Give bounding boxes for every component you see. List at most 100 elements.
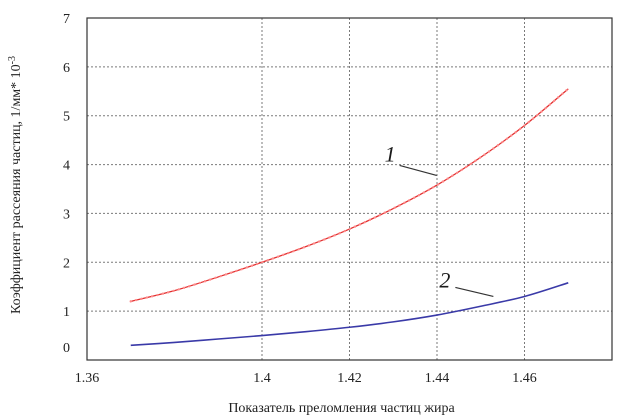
series-1-dot bbox=[318, 240, 321, 243]
series-1-dot bbox=[483, 153, 486, 156]
series-1-dot bbox=[353, 225, 357, 228]
annotation-1-label: 1 bbox=[385, 141, 396, 166]
series-1-dot bbox=[403, 201, 406, 205]
series-1-dot bbox=[172, 289, 175, 293]
series-1-dot bbox=[561, 92, 564, 95]
series-1-dot bbox=[302, 246, 306, 249]
series-1-dot bbox=[256, 262, 259, 266]
series-1-dot bbox=[333, 234, 336, 237]
series-1-dot bbox=[531, 117, 535, 120]
series-1-dot bbox=[536, 113, 539, 117]
series-1-dot bbox=[474, 159, 477, 163]
annotation-layer: 12 bbox=[385, 141, 494, 297]
series-1-dot bbox=[478, 156, 482, 160]
series-1-dot bbox=[432, 185, 435, 189]
series-1-dot bbox=[460, 168, 463, 172]
series-1-dot bbox=[240, 268, 243, 271]
series-1-dot bbox=[436, 183, 440, 186]
series-1-dot bbox=[348, 227, 352, 231]
series-1-dot bbox=[393, 206, 396, 210]
y-tick-label: 5 bbox=[63, 110, 70, 125]
series-1-dot bbox=[203, 280, 207, 283]
series-1-dot bbox=[422, 191, 426, 194]
series-1-dot bbox=[548, 103, 552, 106]
x-axis-title: Показатель преломления частиц жира bbox=[228, 401, 455, 416]
series-1-dot bbox=[469, 162, 472, 166]
series-1-dot bbox=[441, 180, 445, 183]
series-1-dot bbox=[487, 150, 491, 153]
series-1-dot bbox=[496, 144, 500, 147]
series-1-dot bbox=[451, 174, 454, 178]
y-axis-title-main: Коэффициент рассеяния частиц, 1/мм* 10 bbox=[9, 64, 24, 314]
plot-border bbox=[86, 17, 613, 361]
series-1-dot bbox=[544, 106, 547, 110]
x-tick-label: 1.4 bbox=[253, 371, 271, 386]
y-axis-title-superscript: -3 bbox=[7, 56, 18, 64]
series-1-dot bbox=[388, 209, 391, 212]
y-tick-label: 7 bbox=[63, 12, 70, 27]
series-1-dot bbox=[328, 236, 331, 239]
series-1-dot bbox=[557, 96, 560, 99]
series-1-dot bbox=[527, 120, 530, 124]
series-1-dot bbox=[343, 229, 346, 233]
y-tick-label: 6 bbox=[63, 61, 70, 76]
series-1-dot bbox=[518, 127, 522, 131]
series-1-dot bbox=[505, 137, 509, 141]
series-1-dot bbox=[514, 131, 517, 134]
series-1-dot bbox=[323, 238, 326, 241]
series-1-dot bbox=[161, 292, 165, 295]
series-1-dot bbox=[312, 242, 316, 245]
y-tick-labels: 0 1 2 3 4 5 6 7 bbox=[63, 12, 70, 356]
series-1-dot bbox=[408, 199, 411, 202]
series-1-dot bbox=[140, 297, 143, 301]
series-1-dot bbox=[150, 295, 154, 298]
series-1-dot bbox=[455, 171, 459, 175]
series-1-dot bbox=[261, 260, 264, 264]
series-1-dot bbox=[417, 193, 421, 197]
series-1-dot bbox=[182, 286, 186, 290]
series-1-dot bbox=[358, 223, 362, 226]
series-1-dot bbox=[383, 211, 386, 214]
series-1-dot bbox=[276, 255, 280, 258]
plot-frame bbox=[86, 17, 613, 361]
x-tick-label: 1.36 bbox=[75, 371, 100, 386]
x-tick-label: 1.46 bbox=[512, 371, 537, 386]
series-1-dot bbox=[363, 220, 367, 224]
series-1-dot bbox=[214, 276, 217, 280]
annotation-1-leader bbox=[399, 164, 437, 176]
series-1-dot bbox=[235, 269, 238, 273]
series-1-dot bbox=[565, 89, 568, 92]
annotation-2-label: 2 bbox=[439, 267, 450, 292]
x-tick-label: 1.44 bbox=[425, 371, 450, 386]
y-tick-label: 1 bbox=[63, 305, 70, 320]
series-1-dot bbox=[209, 278, 212, 281]
series-1-dot bbox=[373, 216, 377, 219]
series-1-dot bbox=[156, 293, 159, 297]
series-1-dot bbox=[338, 232, 341, 235]
series-1-dot bbox=[245, 266, 249, 269]
series-1-dot bbox=[427, 188, 430, 192]
series-1-dot bbox=[198, 281, 202, 285]
series-1-dot bbox=[368, 218, 372, 222]
series-1-dot bbox=[552, 99, 556, 103]
marker-layer bbox=[129, 88, 569, 346]
series-1-dot bbox=[219, 274, 222, 278]
series-1-dot bbox=[464, 165, 468, 169]
y-tick-label: 4 bbox=[63, 159, 70, 174]
series-1-dot bbox=[398, 204, 401, 207]
x-tick-labels: 1.36 1.4 1.42 1.44 1.46 bbox=[75, 371, 537, 386]
annotation-2-leader bbox=[455, 286, 494, 297]
y-tick-label: 3 bbox=[63, 207, 70, 222]
y-tick-label: 0 bbox=[63, 341, 70, 356]
y-axis-title: Коэффициент рассеяния частиц, 1/мм* 10-3 bbox=[7, 56, 25, 314]
series-1-dot bbox=[177, 288, 180, 291]
series-1-dot bbox=[307, 244, 311, 247]
series-1-dot bbox=[540, 110, 543, 113]
series-1-dot bbox=[224, 273, 228, 276]
series-1-dot bbox=[523, 124, 526, 127]
series-1-dot bbox=[287, 251, 290, 255]
series-1-dot bbox=[266, 259, 269, 262]
x-tick-label: 1.42 bbox=[337, 371, 362, 386]
series-1-dot bbox=[446, 177, 449, 180]
grid-layer bbox=[87, 18, 612, 360]
